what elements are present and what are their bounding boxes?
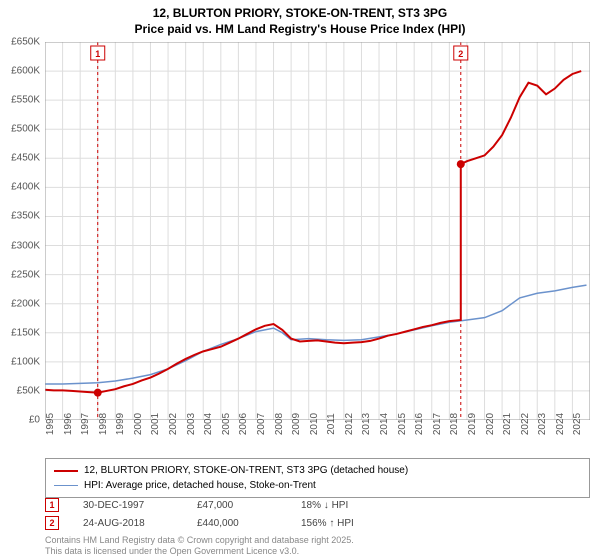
svg-text:1: 1 [95,49,100,59]
y-tick-label: £500K [11,124,40,135]
sale-date: 30-DEC-1997 [83,500,173,511]
legend-swatch-hpi [54,485,78,486]
x-tick-label: 2011 [326,413,337,435]
y-tick-label: £650K [11,37,40,48]
x-tick-label: 2019 [467,413,478,435]
legend-swatch-property [54,470,78,472]
x-tick-label: 1995 [45,413,56,435]
legend-label-property: 12, BLURTON PRIORY, STOKE-ON-TRENT, ST3 … [84,463,408,478]
sale-badge: 2 [45,516,59,530]
footer: Contains HM Land Registry data © Crown c… [45,535,354,558]
x-tick-label: 2004 [203,413,214,435]
legend-label-hpi: HPI: Average price, detached house, Stok… [84,478,316,493]
chart-container: 12, BLURTON PRIORY, STOKE-ON-TRENT, ST3 … [0,0,600,560]
footer-line2: This data is licensed under the Open Gov… [45,546,354,558]
x-tick-label: 2007 [256,413,267,435]
x-tick-label: 2015 [397,413,408,435]
y-tick-label: £600K [11,66,40,77]
legend-row: 12, BLURTON PRIORY, STOKE-ON-TRENT, ST3 … [54,463,581,478]
y-tick-label: £100K [11,356,40,367]
svg-text:2: 2 [458,49,463,59]
sale-pct: 156% ↑ HPI [301,518,354,529]
sale-pct: 18% ↓ HPI [301,500,348,511]
y-tick-label: £200K [11,298,40,309]
sale-badge: 1 [45,498,59,512]
x-tick-label: 2021 [502,413,513,435]
x-tick-label: 2010 [309,413,320,435]
title-address: 12, BLURTON PRIORY, STOKE-ON-TRENT, ST3 … [0,6,600,22]
y-tick-label: £50K [17,385,40,396]
x-tick-label: 2001 [150,413,161,435]
x-tick-label: 2014 [379,413,390,435]
chart-area: 12 £0£50K£100K£150K£200K£250K£300K£350K£… [45,42,590,420]
x-tick-label: 2023 [537,413,548,435]
y-tick-label: £350K [11,211,40,222]
y-tick-label: £0 [29,415,40,426]
x-tick-label: 2018 [449,413,460,435]
x-tick-label: 2005 [221,413,232,435]
x-tick-label: 2022 [520,413,531,435]
x-tick-label: 2009 [291,413,302,435]
sale-row: 2 24-AUG-2018 £440,000 156% ↑ HPI [45,516,590,530]
x-tick-label: 2013 [361,413,372,435]
y-tick-label: £250K [11,269,40,280]
y-tick-label: £550K [11,95,40,106]
sale-date: 24-AUG-2018 [83,518,173,529]
y-tick-label: £400K [11,182,40,193]
x-tick-label: 2024 [555,413,566,435]
y-tick-label: £150K [11,327,40,338]
x-tick-label: 1998 [98,413,109,435]
chart-titles: 12, BLURTON PRIORY, STOKE-ON-TRENT, ST3 … [0,0,600,37]
y-tick-label: £450K [11,153,40,164]
sale-price: £440,000 [197,518,277,529]
x-tick-label: 1997 [80,413,91,435]
x-tick-label: 2006 [238,413,249,435]
chart-svg: 12 [45,42,590,420]
sale-row: 1 30-DEC-1997 £47,000 18% ↓ HPI [45,498,590,512]
x-tick-label: 2000 [133,413,144,435]
title-subtitle: Price paid vs. HM Land Registry's House … [0,22,600,38]
legend: 12, BLURTON PRIORY, STOKE-ON-TRENT, ST3 … [45,458,590,498]
x-tick-label: 2017 [432,413,443,435]
footer-line1: Contains HM Land Registry data © Crown c… [45,535,354,547]
x-tick-label: 2016 [414,413,425,435]
x-tick-label: 2020 [485,413,496,435]
x-tick-label: 2025 [572,413,583,435]
x-tick-label: 2003 [186,413,197,435]
y-tick-label: £300K [11,240,40,251]
sale-price: £47,000 [197,500,277,511]
x-tick-label: 1996 [63,413,74,435]
x-tick-label: 2002 [168,413,179,435]
legend-row: HPI: Average price, detached house, Stok… [54,478,581,493]
x-tick-label: 2008 [274,413,285,435]
x-tick-label: 2012 [344,413,355,435]
x-tick-label: 1999 [115,413,126,435]
